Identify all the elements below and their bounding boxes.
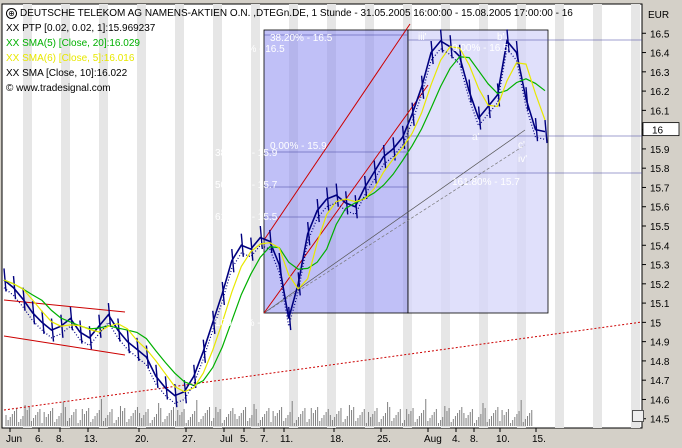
x-tick-label: 20.	[135, 434, 149, 445]
x-axis: Jun 6. 8. 13. 20. 27. Jul 5. 7. 11. 18. 25. Aug 4. 8. 1…	[6, 428, 546, 445]
session-band	[631, 4, 640, 428]
close-icon[interactable]: ⊕	[6, 8, 17, 19]
x-tick-label: 8.	[56, 434, 64, 445]
y-tick-label: 15.2	[650, 280, 670, 291]
close-line	[3, 39, 546, 397]
fib-annotations: 100.00% - 15 61.80% - 15.5 50.00% - 15.7 38…	[215, 32, 527, 338]
fib-annotation-label: 161.80% - 15.7	[452, 177, 520, 188]
y-tick-label: 15.7	[650, 183, 670, 194]
x-tick-label: 7.	[260, 434, 268, 445]
ptp-line	[3, 47, 546, 404]
session-band	[175, 4, 184, 428]
legend-ptp: XX PTP [0.02, 0.02, 1]:15.969237	[6, 23, 156, 34]
x-tick-label: 25.	[377, 434, 391, 445]
fib-annotation-label: 0.00% - 16.5	[452, 43, 509, 54]
sma20-line	[3, 56, 546, 387]
long-trend-line	[3, 321, 643, 411]
y-tick-label: 14.9	[650, 338, 670, 349]
x-tick-label: Jun	[6, 434, 22, 445]
x-tick-label: 4.	[452, 434, 460, 445]
legend-sma5: XX SMA(6) [Close, 5]:16.016	[6, 53, 135, 64]
up-channel-top	[263, 23, 411, 241]
x-tick-label: 5.	[240, 434, 248, 445]
y-tick-label: 16.2	[650, 87, 670, 98]
fib-annotation-label: 100.00% - 15	[215, 318, 275, 329]
x-tick-label: 10.	[496, 434, 510, 445]
fib-annotation-label: a'	[472, 132, 480, 143]
y-tick-label: 15.8	[650, 164, 670, 175]
y-tick-label: 16.5	[650, 29, 670, 40]
current-price-label: 16	[652, 126, 664, 137]
y-tick-label: 15.3	[650, 261, 670, 272]
session-band	[61, 4, 70, 428]
y-axis: 14.5 14.6 14.7 14.8 14.9 15 15.1 15.2 15.3 15.4 15…	[642, 29, 680, 426]
x-tick-label: 6.	[35, 434, 43, 445]
fan-line	[263, 144, 526, 314]
y-tick-label: 16.3	[650, 68, 670, 79]
y-tick-label: 14.5	[650, 415, 670, 426]
chart-title-row: ⊕ DEUTSCHE TELEKOM AG NAMENS-AKTIEN O.N. …	[6, 6, 573, 21]
corner-resize-icon[interactable]	[632, 410, 644, 422]
current-price-box	[642, 122, 680, 137]
price-series	[3, 29, 548, 408]
y-tick-label: 14.6	[650, 395, 670, 406]
legend-sma20: XX SMA(5) [Close, 20]:16.029	[6, 38, 140, 49]
fib-annotation-label: b'	[497, 32, 505, 43]
y-tick-label: 14.8	[650, 357, 670, 368]
fib-annotation-label: c'	[518, 140, 525, 151]
x-tick-label: 27.	[182, 434, 196, 445]
fib-annotation-label: 50.00% - 15.7	[215, 180, 278, 191]
y-tick-label: 15	[650, 318, 662, 329]
legend-sma10: XX SMA [Close, 10]:16.022	[6, 68, 128, 79]
y-tick-label: 16.4	[650, 49, 670, 60]
session-band	[213, 4, 222, 428]
legend: ⊕ DEUTSCHE TELEKOM AG NAMENS-AKTIEN O.N. …	[6, 6, 573, 96]
fib-annotation-label: 0.00% - 15.9	[270, 141, 327, 152]
y-tick-label: 15.5	[650, 222, 670, 233]
session-band	[137, 4, 146, 428]
currency-label: EUR	[648, 10, 669, 21]
fan-line	[263, 129, 526, 314]
session-band	[251, 4, 260, 428]
y-tick-label: 14.7	[650, 376, 670, 387]
session-band	[593, 4, 602, 428]
y-tick-label: 15.4	[650, 241, 670, 252]
session-band	[99, 4, 108, 428]
x-tick-label: Jul	[220, 434, 233, 445]
fib-annotation-label: iv'	[518, 154, 527, 165]
x-tick-label: 18.	[330, 434, 344, 445]
x-tick-label: 15.	[532, 434, 546, 445]
x-tick-label: 8.	[470, 434, 478, 445]
fib-annotation-label: iii'	[418, 32, 427, 43]
down-channel-bottom	[3, 335, 126, 356]
fib-annotation-label: 38.20% - 16.5	[270, 33, 333, 44]
sma5-line	[3, 46, 546, 393]
fib-annotation-label: ii'	[266, 327, 272, 338]
copyright-text: © www.tradesignal.com	[6, 83, 111, 94]
y-tick-label: 15.9	[650, 145, 670, 156]
fib-annotation-label: 0.00% - 16.5	[228, 44, 285, 55]
chart-title: DEUTSCHE TELEKOM AG NAMENS-AKTIEN O.N. ,…	[20, 8, 573, 19]
volume-bars	[5, 399, 533, 426]
x-tick-label: 11.	[280, 434, 293, 445]
y-tick-label: 15.6	[650, 203, 670, 214]
session-band	[555, 4, 564, 428]
fib-extension-box	[407, 29, 549, 314]
y-tick-label: 15.1	[650, 299, 670, 310]
fib-annotation-label: 38.20% - 15.9	[215, 148, 278, 159]
x-tick-label: Aug	[424, 434, 442, 445]
fib-annotation-label: 61.80% - 15.5	[215, 212, 278, 223]
session-band	[23, 4, 32, 428]
y-tick-label: 16.1	[650, 106, 670, 117]
x-tick-label: 13.	[84, 434, 98, 445]
